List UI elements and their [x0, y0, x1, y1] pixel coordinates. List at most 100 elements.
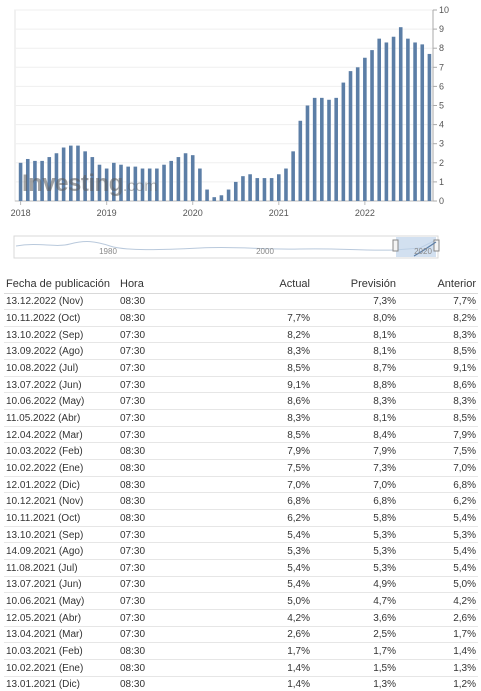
row-previous: 5,4% [396, 509, 478, 527]
chart-bar[interactable] [126, 166, 130, 201]
row-time: 07:30 [120, 609, 236, 627]
navigator-right-handle[interactable] [433, 239, 440, 252]
chart-bar[interactable] [370, 50, 374, 201]
chart-bar[interactable] [54, 153, 59, 201]
chart-bar[interactable] [198, 168, 202, 201]
chart-bar[interactable] [363, 57, 367, 201]
chart-bar[interactable] [97, 164, 102, 201]
y-tick-label: 1 [439, 177, 444, 187]
chart-bar[interactable] [140, 168, 145, 201]
header-previous[interactable]: Anterior [396, 275, 478, 294]
row-date: 12.05.2021 (Abr) [4, 609, 120, 627]
row-time: 08:30 [120, 442, 236, 461]
chart-bar[interactable] [190, 155, 195, 201]
x-tick-label: 2021 [269, 208, 289, 218]
chart-bar[interactable] [25, 158, 30, 201]
chart-bar[interactable] [226, 189, 231, 201]
chart-bar[interactable] [219, 195, 224, 201]
row-forecast: 8,1% [310, 342, 396, 361]
chart-bar[interactable] [420, 44, 425, 201]
range-navigator[interactable]: 1980 2000 2020 [0, 232, 481, 262]
chart-bar[interactable] [384, 42, 389, 201]
chart-bar[interactable] [90, 157, 95, 201]
header-forecast[interactable]: Previsión [310, 275, 396, 294]
navigator-left-handle[interactable] [392, 239, 399, 252]
header-actual[interactable]: Actual [236, 275, 310, 294]
chart-bar[interactable] [398, 27, 403, 201]
table-row: 10.02.2022 (Ene) 08:30 7,5% 7,3% 7,0% [4, 459, 478, 477]
chart-bar[interactable] [176, 157, 181, 201]
chart-bar[interactable] [18, 162, 23, 201]
chart-bar[interactable] [119, 164, 123, 201]
header-date[interactable]: Fecha de publicación [4, 275, 120, 294]
chart-bar[interactable] [255, 178, 260, 201]
chart-bar[interactable] [169, 160, 173, 201]
row-time: 08:30 [120, 459, 236, 477]
row-actual: 8,2% [236, 326, 310, 344]
row-time: 08:30 [120, 309, 236, 327]
row-actual: 7,5% [236, 459, 310, 477]
watermark-suffix: .com [122, 178, 158, 195]
chart-bar[interactable] [47, 157, 52, 201]
chart-bar[interactable] [305, 105, 310, 202]
chart-bar[interactable] [83, 151, 87, 201]
row-previous: 7,0% [396, 459, 478, 477]
chart-bar[interactable] [277, 174, 281, 201]
chart-bar[interactable] [69, 145, 73, 201]
row-previous: 8,3% [396, 326, 478, 344]
chart-bar[interactable] [147, 168, 152, 201]
chart-bar[interactable] [341, 82, 346, 201]
row-time: 07:30 [120, 376, 236, 394]
navigator-year-label: 2020 [414, 247, 432, 256]
chart-bar[interactable] [406, 38, 410, 202]
chart-bar[interactable] [284, 168, 288, 201]
chart-bar[interactable] [327, 99, 331, 201]
chart-bar[interactable] [262, 178, 267, 201]
chart-bar[interactable] [33, 160, 37, 201]
table-row: 10.03.2021 (Feb) 08:30 1,7% 1,7% 1,4% [4, 642, 478, 660]
row-forecast: 5,3% [310, 526, 396, 544]
row-actual: 7,9% [236, 442, 310, 461]
chart-bar[interactable] [233, 181, 238, 201]
row-actual: 2,6% [236, 626, 310, 644]
chart-bar[interactable] [269, 178, 274, 201]
table-row: 13.09.2022 (Ago) 07:30 8,3% 8,1% 8,5% [4, 342, 478, 361]
chart-bar[interactable] [248, 174, 252, 201]
chart-bar[interactable] [133, 166, 138, 201]
chart-bar[interactable] [212, 197, 217, 201]
chart-bar[interactable] [76, 145, 80, 201]
chart-bar[interactable] [40, 160, 44, 201]
row-actual: 8,5% [236, 359, 310, 377]
chart-bar[interactable] [155, 168, 159, 201]
table-row: 10.08.2022 (Jul) 07:30 8,5% 8,7% 9,1% [4, 359, 478, 377]
row-date: 10.03.2021 (Feb) [4, 642, 120, 660]
chart-bar[interactable] [183, 153, 188, 201]
row-previous: 8,2% [396, 309, 478, 327]
chart-bar[interactable] [205, 189, 209, 201]
chart-bar[interactable] [298, 120, 303, 201]
row-previous: 8,6% [396, 376, 478, 394]
chart-bar[interactable] [377, 38, 381, 202]
chart-bar[interactable] [291, 151, 295, 201]
chart-bar[interactable] [427, 53, 432, 202]
chart-bar[interactable] [104, 168, 109, 201]
chart-bar[interactable] [241, 176, 245, 201]
navigator-selection[interactable] [396, 237, 436, 257]
chart-bar[interactable] [355, 67, 360, 201]
table-row: 13.10.2022 (Sep) 07:30 8,2% 8,1% 8,3% [4, 326, 478, 344]
chart-bar[interactable] [112, 162, 116, 201]
chart-bar[interactable] [391, 36, 396, 201]
chart-bar[interactable] [348, 71, 353, 202]
chart-bar[interactable] [320, 97, 324, 201]
row-time: 08:30 [120, 642, 236, 660]
chart-bar[interactable] [413, 42, 417, 201]
y-tick-label: 5 [439, 101, 444, 111]
chart-bar[interactable] [334, 97, 338, 201]
navigator-series-line [15, 239, 437, 251]
header-time[interactable]: Hora [120, 275, 236, 294]
chart-bar[interactable] [162, 164, 166, 201]
chart-bar[interactable] [312, 97, 317, 201]
row-time: 07:30 [120, 559, 236, 577]
chart-bar[interactable] [61, 147, 66, 201]
row-forecast: 8,8% [310, 376, 396, 394]
